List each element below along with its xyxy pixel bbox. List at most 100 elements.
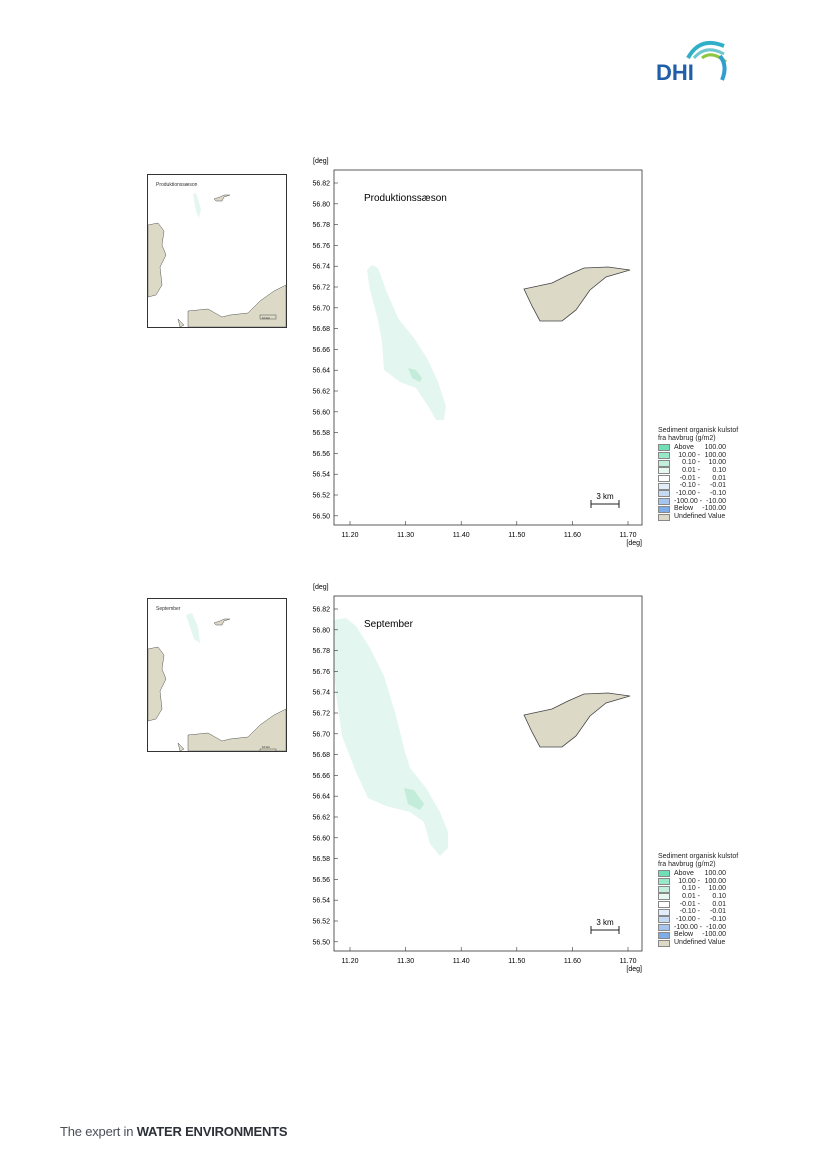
y-tick-label: 56.54 [312,472,330,479]
map-title: Produktionssæson [364,193,447,204]
legend-swatch [658,931,670,939]
map-legend: Sediment organisk kulstof fra havbrug (g/… [658,427,738,521]
map-frame [333,595,643,952]
y-tick-label: 56.62 [312,815,330,822]
legend-swatch [658,467,670,475]
y-tick-label: 56.70 [312,305,330,312]
legend-label: Undefined Value [674,513,726,521]
sediment-plume-high [408,368,422,382]
x-tick-label: 11.40 [453,532,470,539]
scale-bar-label: 3 km [596,918,614,927]
x-tick-label: 11.60 [564,958,581,965]
legend-swatch [658,885,670,893]
legend-row: -100.00 - -10.00 [658,498,738,506]
y-tick-label: 56.76 [312,243,330,250]
y-tick-label: 56.64 [312,794,330,801]
legend-swatch [658,498,670,506]
legend-range-from: 0.10 - [682,885,700,893]
legend-range-from: 0.01 - [682,466,700,474]
legend-range-from: 10.00 - [678,451,700,459]
main-map: [deg] 56.82 56.80 56.78 56.76 56.74 56.72 56.70… [312,584,643,973]
y-tick-label: 56.72 [312,711,330,718]
sediment-plume [334,618,448,856]
map-legend: Sediment organisk kulstof fra havbrug (g/… [658,853,738,947]
x-tick-label: 11.50 [508,958,525,965]
island-land [523,266,631,322]
legend-row: -0.10 - -0.01 [658,908,738,916]
legend-range-from: Above [674,443,694,451]
legend-swatch [658,482,670,490]
y-tick-label: 56.60 [312,409,330,416]
legend-row: Below -100.00 [658,505,738,514]
x-tick-label: 11.20 [342,532,359,539]
legend-range-to: 0.01 [712,900,726,908]
y-tick-label: 56.58 [312,430,330,437]
legend-range-to: 100.00 [704,443,726,451]
legend-row: Below -100.00 [658,931,738,940]
legend-swatch [658,901,670,909]
sediment-plume [367,265,446,420]
footer-tagline: The expert in WATER ENVIRONMENTS [60,1124,288,1139]
inset-land [148,613,286,751]
legend-range-to: 10.00 [708,459,726,467]
y-tick-label: 56.50 [312,513,330,520]
inset-scale-label: 10 km [262,745,271,749]
x-tick-label: 11.30 [397,532,414,539]
legend-row: 0.01 - 0.10 [658,467,738,475]
x-tick-label: 11.70 [620,532,637,539]
y-tick-label: 56.80 [312,627,330,634]
legend-swatch [658,459,670,467]
legend-range-to: 10.00 [708,885,726,893]
y-tick-label: 56.74 [312,264,330,271]
legend-range-to: 100.00 [704,451,726,459]
legend-swatch [658,490,670,498]
legend-row: -10.00 - -0.10 [658,490,738,498]
legend-swatch [658,939,670,947]
y-tick-label: 56.62 [312,389,330,396]
legend-row: 0.01 - 0.10 [658,893,738,901]
legend-swatch [658,924,670,932]
legend-range-to: 100.00 [704,869,726,877]
legend-row: -100.00 - -10.00 [658,924,738,932]
legend-range-from: Below [674,505,694,513]
legend-swatch [658,916,670,924]
y-axis-unit: [deg] [313,584,329,591]
legend-range-from: -10.00 - [675,489,700,497]
legend-swatch [658,893,670,901]
legend-title: Sediment organisk kulstof [658,427,739,434]
map-title: September [364,619,414,630]
y-tick-label: 56.58 [312,856,330,863]
legend-row: 0.10 - 10.00 [658,885,738,893]
legend-range-to: -100.00 [702,505,726,513]
legend-range-from: 0.01 - [682,892,700,900]
legend-range-from: 10.00 - [678,877,700,885]
y-tick-label: 56.52 [312,919,330,926]
legend-range-to: -10.00 [706,497,726,505]
legend-row: Undefined Value [658,513,738,521]
legend-swatch [658,505,670,513]
legend-range-to: -10.00 [706,923,726,931]
overview-inset-map: Produktionssæson 10 km [147,174,287,328]
legend-row: Above 100.00 [658,870,738,878]
inset-label: September [156,606,181,612]
dhi-logo: DHI [656,41,727,85]
inset-label: Produktionssæson [156,182,198,188]
y-tick-label: 56.52 [312,493,330,500]
y-tick-label: 56.66 [312,347,330,354]
inset-land [148,193,286,327]
legend-range-from: Below [674,931,694,939]
legend-swatch [658,452,670,460]
x-tick-label: 11.50 [508,532,525,539]
legend-range-from: -0.01 - [679,474,700,482]
x-tick-label: 11.60 [564,532,581,539]
legend-label: Undefined Value [674,939,726,947]
legend-range-from: -0.01 - [679,900,700,908]
sediment-plume-high [404,788,424,810]
y-tick-label: 56.60 [312,835,330,842]
legend-row: 10.00 - 100.00 [658,878,738,886]
legend-row: 10.00 - 100.00 [658,452,738,460]
y-tick-label: 56.68 [312,326,330,333]
legend-row: -0.01 - 0.01 [658,901,738,909]
legend-title: Sediment organisk kulstof [658,853,739,860]
legend-title-unit: fra havbrug (g/m2) [658,861,716,868]
